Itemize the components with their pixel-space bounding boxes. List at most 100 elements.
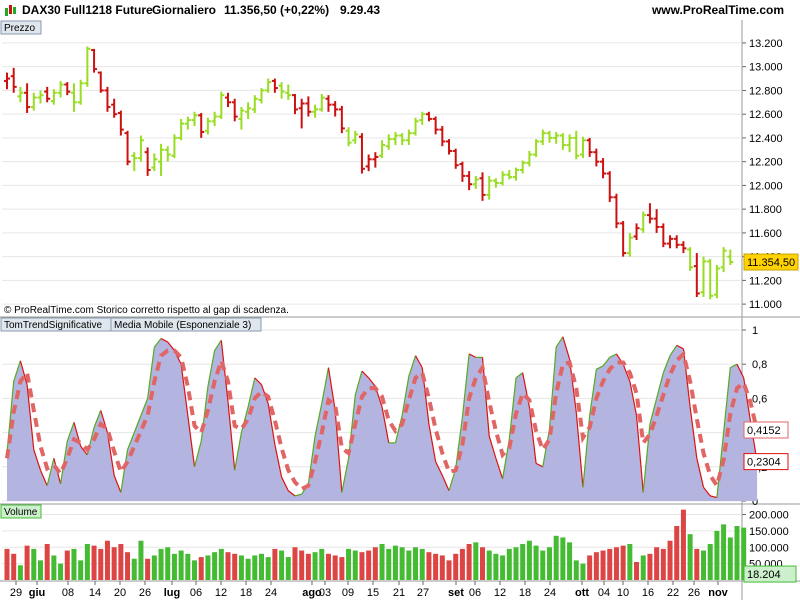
volume-bar <box>104 540 110 580</box>
volume-bar <box>419 548 425 580</box>
site-label[interactable]: www.ProRealTime.com <box>651 3 784 17</box>
price-bar <box>37 90 44 104</box>
volume-bar <box>17 565 23 580</box>
price-bar <box>338 105 345 134</box>
volume-bar <box>520 544 526 580</box>
price-bar <box>77 79 84 105</box>
tomtrend-segment <box>93 410 102 428</box>
volume-bar <box>51 555 57 580</box>
tomtrend-segment <box>455 417 464 469</box>
price-bar <box>379 140 386 159</box>
x-tick-label: 06 <box>190 587 202 599</box>
indicator-tag2: Media Mobile (Esponenziale 3) <box>114 320 251 331</box>
price-bar <box>512 167 519 181</box>
volume-bar <box>553 535 559 580</box>
tomtrend-segment <box>46 458 55 486</box>
volume-bar <box>212 552 218 580</box>
volume-bar <box>151 555 157 580</box>
price-bar <box>97 71 104 93</box>
price-bar <box>687 247 694 271</box>
volume-bar <box>607 548 613 580</box>
price-bar <box>432 116 439 135</box>
tomtrend-segment <box>354 370 363 396</box>
price-bar <box>144 147 151 176</box>
volume-bar <box>734 526 740 580</box>
price-tick-label: 11.800 <box>749 204 782 216</box>
volume-bar <box>312 552 318 580</box>
volume-bar <box>58 563 64 580</box>
volume-bar <box>285 557 291 580</box>
price-bar <box>693 253 700 298</box>
volume-bar <box>84 544 90 580</box>
price-bar <box>17 86 24 103</box>
price-bar <box>640 211 647 233</box>
tomtrend-segment <box>415 355 423 368</box>
price-tag: Prezzo <box>4 23 36 34</box>
volume-bar <box>473 542 479 580</box>
price-bar <box>526 150 533 167</box>
volume-bar <box>352 550 358 580</box>
price-bar <box>499 171 506 186</box>
tomtrend-segment <box>187 415 196 467</box>
volume-bar <box>513 547 519 580</box>
volume-bar <box>185 553 191 580</box>
tomtrend-segment <box>515 372 524 379</box>
candlestick-icon <box>5 5 16 16</box>
tomtrend-segment <box>153 338 162 348</box>
volume-bar <box>613 547 619 580</box>
symbol-title: DAX30 Full1218 Future <box>22 3 153 17</box>
price-bar <box>606 171 613 203</box>
volume-bar <box>192 560 198 580</box>
x-tick-label: 12 <box>215 587 227 599</box>
volume-bar <box>674 526 680 580</box>
chart-header: DAX30 Full1218 Future Giornaliero 11.356… <box>0 0 800 21</box>
price-bar <box>646 203 653 224</box>
tomtrend-segment <box>214 339 222 351</box>
price-y-axis: 13.200 13.000 12.800 12.600 12.400 12.200 12.0… <box>2 38 783 311</box>
x-tick-label: 18 <box>519 587 531 599</box>
price-bar <box>191 111 198 127</box>
tomtrend-segment <box>481 357 490 437</box>
volume-bar <box>225 552 231 580</box>
price-bar <box>466 171 473 191</box>
indicator-value1-box <box>743 421 789 439</box>
volume-bar <box>634 562 640 580</box>
volume-bar <box>526 540 532 580</box>
x-tick-label: lug <box>164 587 181 599</box>
price-bar <box>720 247 727 273</box>
tomtrend-segment <box>703 486 711 497</box>
volume-bar <box>446 560 452 580</box>
volume-bar <box>31 548 37 580</box>
price-bar <box>667 235 674 249</box>
tomtrend-segment <box>394 415 403 444</box>
price-bar <box>452 148 459 169</box>
tomtrend-segment <box>126 432 135 450</box>
x-tick-label: 16 <box>642 587 654 599</box>
price-bar <box>479 172 486 201</box>
indicator-tick-label: 0,6 <box>752 393 767 405</box>
volume-bar <box>426 552 432 580</box>
price-bar <box>653 209 660 233</box>
x-tick-label: 29 <box>10 587 22 599</box>
volume-bar <box>4 548 10 580</box>
x-tick-label: 14 <box>89 587 101 599</box>
tomtrend-segment <box>80 445 88 456</box>
volume-bar <box>480 547 486 580</box>
price-bar <box>131 152 138 172</box>
tomtrend-segment <box>327 367 336 411</box>
price-bar <box>158 143 165 176</box>
tomtrend-segment <box>635 415 644 493</box>
price-bar <box>312 104 319 118</box>
volume-bar <box>319 548 325 580</box>
volume-bar <box>138 540 144 580</box>
volume-bar <box>701 550 707 580</box>
volume-bar <box>433 553 439 580</box>
price-bar <box>265 78 272 93</box>
volume-bar <box>486 550 492 580</box>
price-bar <box>305 96 312 117</box>
price-tick-label: 12.200 <box>749 157 783 169</box>
tomtrend-segment <box>13 360 21 382</box>
price-bar <box>412 117 419 136</box>
price-bar <box>151 153 158 172</box>
